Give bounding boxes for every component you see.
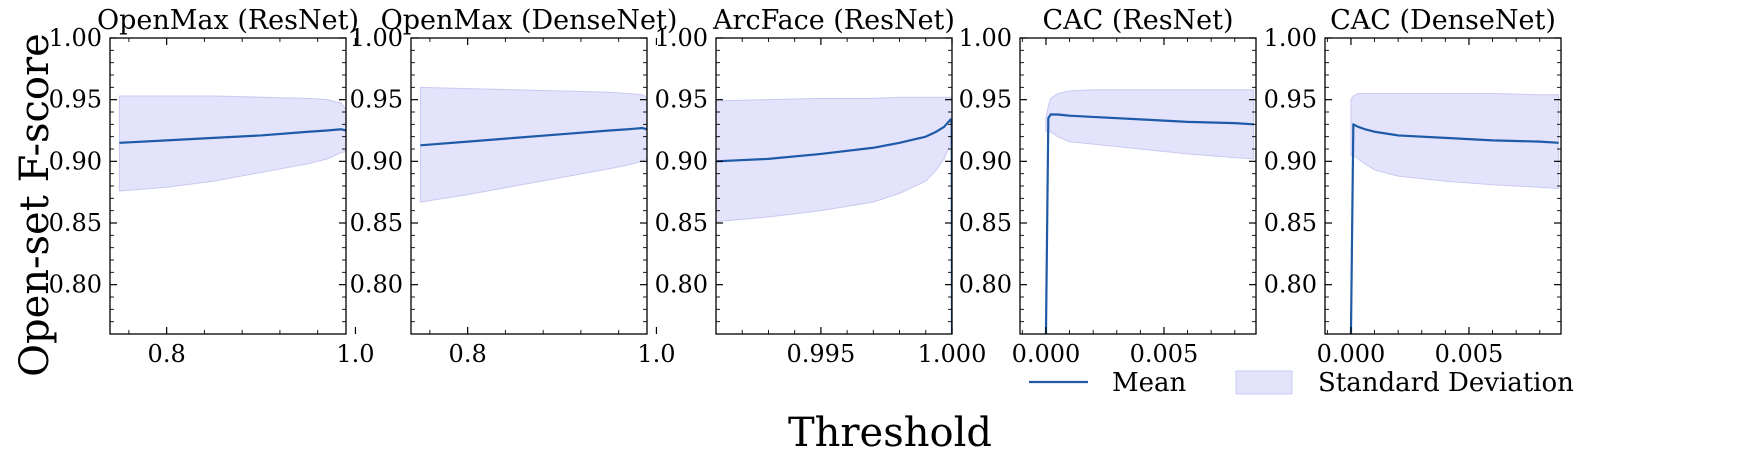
y-tick-label: 0.90 — [655, 147, 708, 175]
y-tick-label: 0.95 — [350, 86, 403, 114]
mean-line-1 — [119, 128, 346, 144]
x-tick-label: 1.000 — [918, 340, 987, 368]
y-tick-label: 0.90 — [350, 147, 403, 175]
y-tick-label: 1.00 — [350, 24, 403, 52]
y-tick-label: 1.00 — [959, 24, 1012, 52]
y-tick-label: 1.00 — [655, 24, 708, 52]
std-band-5 — [1350, 93, 1560, 190]
std-band-4 — [1045, 89, 1255, 160]
mean-line-4 — [1044, 113, 1254, 334]
mean-line-2 — [420, 126, 647, 147]
mean-line-5 — [1349, 123, 1559, 334]
y-tick-label: 0.80 — [49, 271, 102, 299]
x-axis-label: Threshold — [788, 410, 992, 456]
y-tick-label: 0.95 — [1264, 86, 1317, 114]
subplot-title-4: CAC (ResNet) — [1042, 5, 1233, 36]
y-tick-label: 0.95 — [49, 86, 102, 114]
legend-std-label: Standard Deviation — [1318, 368, 1574, 398]
mean-line-3 — [716, 118, 952, 334]
subplot-title-1: OpenMax (ResNet) — [97, 5, 359, 36]
y-tick-label: 0.90 — [49, 147, 102, 175]
y-tick-label: 0.85 — [1264, 209, 1317, 237]
y-tick-label: 0.80 — [1264, 271, 1317, 299]
y-tick-label: 0.85 — [49, 209, 102, 237]
x-tick-label: 0.000 — [1317, 340, 1386, 368]
x-tick-label: 0.8 — [148, 340, 186, 368]
y-tick-label: 0.80 — [959, 271, 1012, 299]
y-tick-label: 0.90 — [1264, 147, 1317, 175]
x-tick-label: 0.005 — [1130, 340, 1199, 368]
y-tick-label: 0.95 — [959, 86, 1012, 114]
axes-frame-4 — [1019, 37, 1257, 335]
subplot-2: OpenMax (DenseNet) 0.80 0.85 0.90 0.95 1.00 0.… — [350, 5, 678, 368]
subplot-title-3: ArcFace (ResNet) — [712, 5, 955, 36]
y-tick-label: 0.80 — [350, 271, 403, 299]
legend-std-swatch — [1235, 370, 1293, 395]
y-tick-label: 1.00 — [49, 24, 102, 52]
subplot-title-5: CAC (DenseNet) — [1330, 5, 1556, 36]
x-tick-label: 0.8 — [449, 340, 487, 368]
x-tick-label: 1.0 — [637, 340, 675, 368]
subplot-1: OpenMax (ResNet) 0.80 0.85 0.90 0.95 1.00 0.8 1… — [49, 5, 375, 368]
legend: Mean Standard Deviation — [1029, 368, 1574, 398]
subplots: OpenMax (ResNet) 0.80 0.85 0.90 0.95 1.00 0.8 1… — [49, 5, 1562, 368]
subplot-title-2: OpenMax (DenseNet) — [381, 5, 678, 36]
subplot-5: CAC (DenseNet) 0.80 0.85 0.90 0.95 1.00 0.000 0… — [1264, 5, 1562, 368]
subplot-4: CAC (ResNet) 0.80 0.85 0.90 0.95 1.00 0.000 0.0… — [959, 5, 1257, 368]
y-axis-label: Open-set F-score — [12, 33, 58, 377]
y-tick-label: 0.80 — [655, 271, 708, 299]
legend-mean-label: Mean — [1112, 368, 1187, 398]
y-tick-label: 0.85 — [959, 209, 1012, 237]
y-tick-label: 0.95 — [655, 86, 708, 114]
y-tick-label: 0.90 — [959, 147, 1012, 175]
std-band-3 — [716, 96, 952, 223]
subplot-3: ArcFace (ResNet) 0.80 0.85 0.90 0.95 1.00 0.99… — [655, 5, 987, 368]
y-tick-label: 0.85 — [655, 209, 708, 237]
std-band-2 — [419, 86, 647, 203]
y-tick-label: 1.00 — [1264, 24, 1317, 52]
x-tick-label: 0.000 — [1012, 340, 1081, 368]
x-tick-label: 0.005 — [1435, 340, 1504, 368]
x-tick-label: 1.0 — [336, 340, 374, 368]
std-band-1 — [118, 95, 346, 192]
y-tick-label: 0.85 — [350, 209, 403, 237]
x-tick-label: 0.995 — [787, 340, 856, 368]
